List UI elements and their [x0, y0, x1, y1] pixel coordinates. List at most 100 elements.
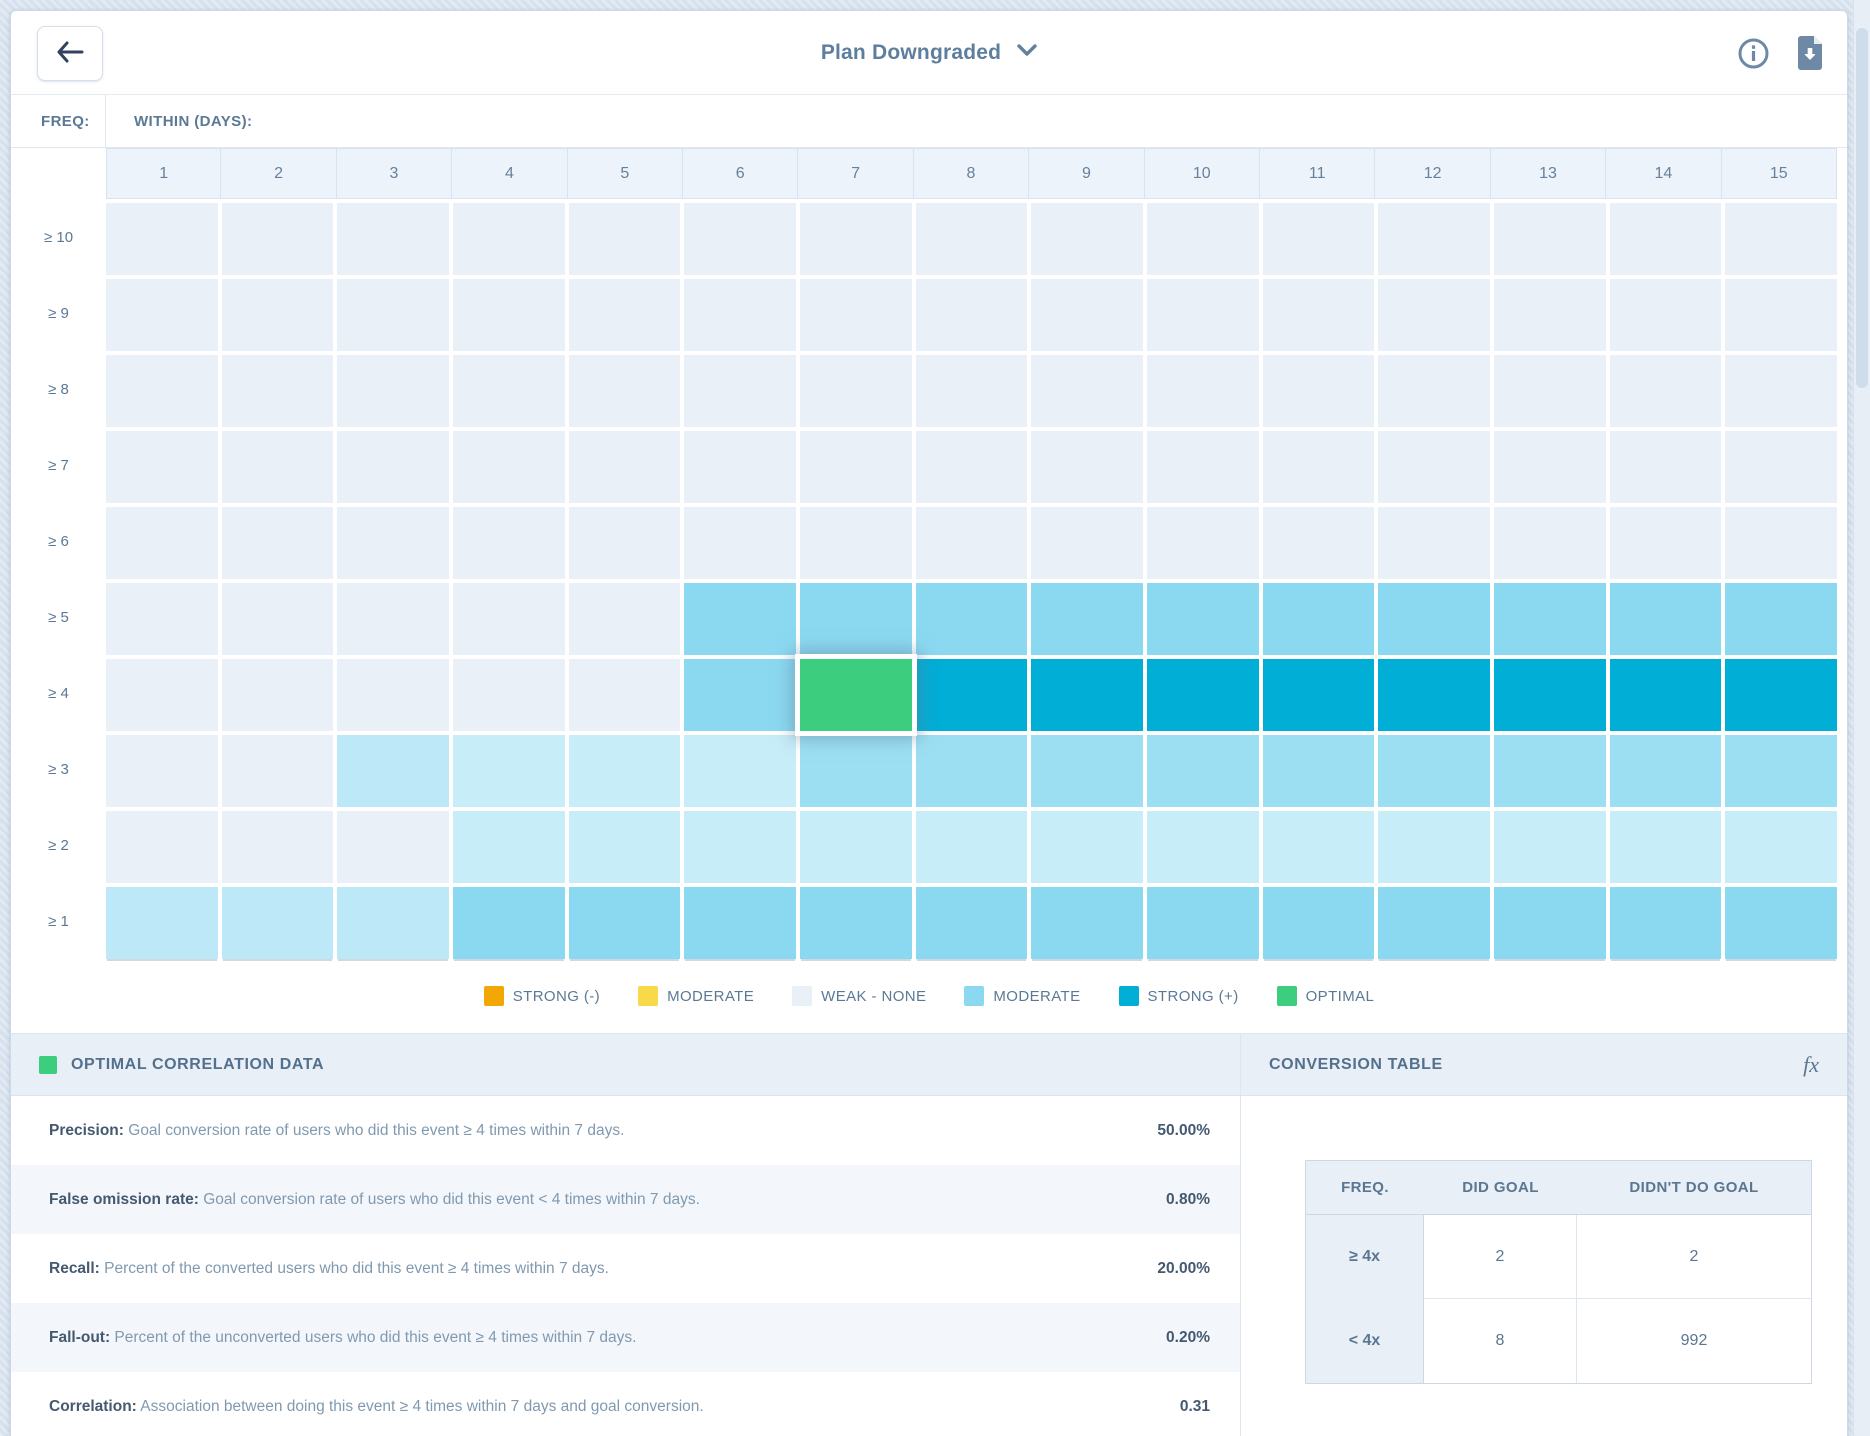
heatmap-cell[interactable] [1262, 507, 1375, 579]
heatmap-cell[interactable] [915, 583, 1028, 655]
heatmap-cell[interactable] [337, 279, 449, 351]
heatmap-cell[interactable] [1725, 431, 1837, 503]
heatmap-cell[interactable] [1493, 811, 1606, 883]
heatmap-cell[interactable] [1031, 811, 1143, 883]
heatmap-cell[interactable] [568, 659, 681, 731]
heatmap-cell[interactable] [684, 811, 796, 883]
heatmap-cell[interactable] [684, 507, 796, 579]
heatmap-cell[interactable] [1378, 507, 1490, 579]
heatmap-cell[interactable] [1378, 659, 1490, 731]
heatmap-cell[interactable] [1146, 203, 1259, 275]
download-icon[interactable] [1795, 36, 1825, 70]
heatmap-cell[interactable] [1378, 811, 1490, 883]
heatmap-cell[interactable] [915, 811, 1028, 883]
heatmap-cell[interactable] [1725, 583, 1837, 655]
heatmap-cell[interactable] [684, 887, 796, 959]
heatmap-cell[interactable] [1031, 507, 1143, 579]
heatmap-cell[interactable] [1262, 355, 1375, 427]
heatmap-cell[interactable] [684, 279, 796, 351]
heatmap-cell[interactable] [568, 507, 681, 579]
heatmap-cell[interactable] [684, 583, 796, 655]
heatmap-cell[interactable] [221, 887, 334, 959]
heatmap-cell[interactable] [337, 507, 449, 579]
heatmap-cell[interactable] [106, 735, 218, 807]
scrollbar-thumb[interactable] [1856, 28, 1868, 388]
heatmap-cell[interactable] [221, 431, 334, 503]
heatmap-cell[interactable] [1609, 659, 1722, 731]
event-selector-dropdown[interactable]: Plan Downgraded [821, 41, 1037, 65]
heatmap-cell[interactable] [684, 431, 796, 503]
heatmap-cell[interactable] [1262, 811, 1375, 883]
heatmap-cell[interactable] [568, 735, 681, 807]
heatmap-cell[interactable] [799, 355, 912, 427]
heatmap-cell[interactable] [452, 735, 565, 807]
heatmap-cell[interactable] [1262, 279, 1375, 351]
heatmap-cell[interactable] [1031, 203, 1143, 275]
heatmap-cell[interactable] [1031, 279, 1143, 351]
heatmap-cell[interactable] [1609, 811, 1722, 883]
heatmap-cell[interactable] [1378, 583, 1490, 655]
heatmap-cell[interactable] [452, 279, 565, 351]
heatmap-cell[interactable] [1609, 279, 1722, 351]
heatmap-cell[interactable] [1493, 355, 1606, 427]
heatmap-cell[interactable] [684, 659, 796, 731]
heatmap-cell[interactable] [1031, 431, 1143, 503]
heatmap-cell[interactable] [337, 887, 449, 959]
heatmap-cell[interactable] [1725, 355, 1837, 427]
heatmap-cell[interactable] [1262, 431, 1375, 503]
back-button[interactable] [37, 26, 103, 81]
heatmap-cell[interactable] [1146, 507, 1259, 579]
heatmap-cell[interactable] [337, 811, 449, 883]
heatmap-cell[interactable] [337, 735, 449, 807]
heatmap-cell[interactable] [915, 887, 1028, 959]
heatmap-cell[interactable] [1146, 887, 1259, 959]
heatmap-cell[interactable] [452, 659, 565, 731]
heatmap-cell[interactable] [106, 355, 218, 427]
heatmap-cell[interactable] [1031, 887, 1143, 959]
heatmap-cell[interactable] [1031, 659, 1143, 731]
heatmap-cell[interactable] [1378, 735, 1490, 807]
heatmap-cell[interactable] [799, 431, 912, 503]
heatmap-cell[interactable] [1146, 431, 1259, 503]
heatmap-cell[interactable] [1146, 583, 1259, 655]
heatmap-cell[interactable] [337, 355, 449, 427]
heatmap-cell[interactable] [452, 203, 565, 275]
heatmap-cell[interactable] [221, 279, 334, 351]
heatmap-cell[interactable] [799, 811, 912, 883]
heatmap-cell[interactable] [1493, 203, 1606, 275]
heatmap-cell[interactable] [1725, 811, 1837, 883]
heatmap-cell[interactable] [1725, 507, 1837, 579]
heatmap-cell[interactable] [452, 811, 565, 883]
heatmap-cell[interactable] [452, 431, 565, 503]
heatmap-cell[interactable] [1146, 735, 1259, 807]
heatmap-cell[interactable] [1262, 659, 1375, 731]
heatmap-cell[interactable] [221, 659, 334, 731]
heatmap-cell[interactable] [1725, 203, 1837, 275]
heatmap-cell[interactable] [1378, 355, 1490, 427]
heatmap-cell[interactable] [568, 583, 681, 655]
formula-fx-icon[interactable]: fx [1803, 1051, 1819, 1077]
heatmap-cell[interactable] [1146, 355, 1259, 427]
heatmap-cell[interactable] [1262, 203, 1375, 275]
heatmap-cell[interactable] [1031, 735, 1143, 807]
heatmap-cell[interactable] [1609, 431, 1722, 503]
heatmap-cell[interactable] [568, 279, 681, 351]
heatmap-cell[interactable] [568, 887, 681, 959]
heatmap-cell[interactable] [799, 507, 912, 579]
heatmap-cell[interactable] [106, 659, 218, 731]
heatmap-cell[interactable] [1493, 431, 1606, 503]
heatmap-cell[interactable] [1262, 887, 1375, 959]
heatmap-cell[interactable] [1493, 659, 1606, 731]
heatmap-cell[interactable] [221, 583, 334, 655]
heatmap-cell[interactable] [799, 735, 912, 807]
heatmap-cell[interactable] [106, 507, 218, 579]
heatmap-cell[interactable] [799, 203, 912, 275]
heatmap-cell[interactable] [1146, 659, 1259, 731]
heatmap-cell[interactable] [337, 431, 449, 503]
heatmap-cell[interactable] [106, 203, 218, 275]
heatmap-cell[interactable] [915, 279, 1028, 351]
heatmap-cell[interactable] [799, 279, 912, 351]
scrollbar[interactable] [1853, 0, 1870, 1436]
heatmap-cell[interactable] [684, 735, 796, 807]
heatmap-cell[interactable] [1146, 279, 1259, 351]
